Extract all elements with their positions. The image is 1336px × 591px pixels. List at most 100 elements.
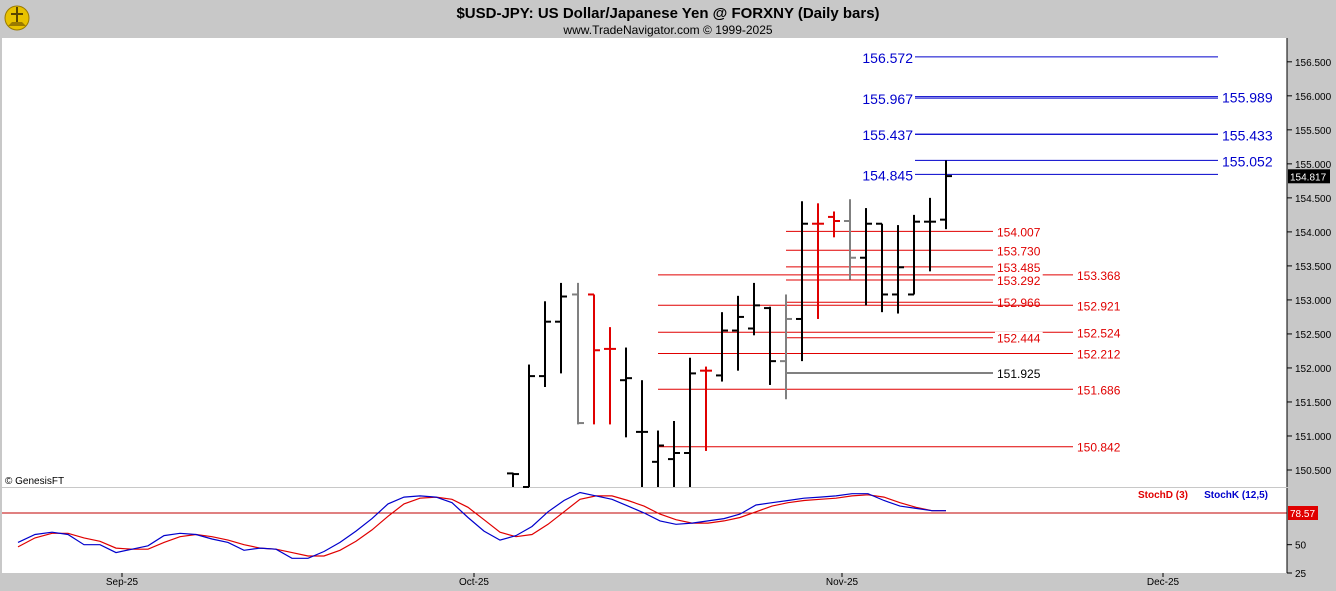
ohlc-bar [892, 225, 904, 314]
ohlc-bar [764, 306, 776, 385]
stoch-tick-label: 50 [1295, 541, 1307, 552]
copyright-label: © GenesisFT [5, 476, 64, 487]
price-tick-label: 153.500 [1295, 262, 1332, 273]
ohlc-bar [555, 282, 567, 374]
level-label-bg [1075, 299, 1123, 314]
level-label-bg [1075, 440, 1123, 455]
stoch-last-label: 78.57 [1290, 509, 1315, 520]
ohlc-bar [732, 295, 744, 371]
level-label-bg [1075, 383, 1123, 398]
level-label: 154.007 [997, 225, 1041, 239]
level-label-bg [1075, 347, 1123, 362]
ohlc-bar [523, 364, 535, 488]
ohlc-bar [684, 357, 696, 487]
price-tick-label: 154.000 [1295, 228, 1332, 239]
ohlc-bar [700, 366, 712, 451]
level-label: 154.845 [862, 167, 913, 183]
price-tick-label: 155.500 [1295, 126, 1332, 137]
level-label: 155.437 [862, 127, 913, 143]
level-label-bg [995, 260, 1043, 275]
level-label-bg [995, 225, 1043, 240]
price-tick-label: 155.000 [1295, 160, 1332, 171]
ohlc-bar [539, 301, 551, 387]
price-bars [507, 160, 952, 488]
level-label: 155.967 [862, 91, 913, 107]
ohlc-bar [604, 327, 616, 425]
time-tick-label: Oct-25 [459, 577, 489, 588]
price-tick-label: 151.000 [1295, 432, 1332, 443]
last-price-badge [1288, 169, 1330, 184]
time-tick-label: Sep-25 [106, 577, 139, 588]
ohlc-bar [716, 312, 728, 382]
stoch-series-d [17, 494, 946, 557]
price-tick-label: 153.000 [1295, 296, 1332, 307]
level-label: 152.444 [997, 332, 1041, 346]
ohlc-bar [636, 380, 648, 487]
ohlc-bar [860, 208, 872, 306]
legend-stochd: StochD (3) [1138, 490, 1188, 501]
stoch-series-k [17, 491, 946, 559]
ohlc-bar [876, 222, 888, 313]
last-price-label: 154.817 [1290, 172, 1327, 183]
ohlc-bar [748, 282, 760, 336]
ohlc-bar [908, 214, 920, 296]
ohlc-bar [812, 203, 824, 319]
time-tick-label: Dec-25 [1147, 577, 1180, 588]
time-axis: Sep-25 Oct-25 Nov-25 Dec-25 [106, 573, 1180, 588]
level-label-bg [995, 244, 1043, 259]
price-panel [2, 38, 1287, 487]
price-axis: 156.500 156.000 155.500 155.000 154.500 154.0… [1286, 38, 1332, 487]
level-label: 153.730 [997, 244, 1041, 258]
level-label: 152.966 [997, 296, 1041, 310]
ohlc-bar [507, 472, 519, 487]
level-label: 153.485 [997, 261, 1041, 275]
level-label: 153.368 [1077, 269, 1121, 283]
price-tick-label: 152.000 [1295, 364, 1332, 375]
level-label: 151.925 [997, 367, 1041, 381]
level-label-bg [995, 367, 1043, 382]
price-tick-label: 150.500 [1295, 466, 1332, 477]
time-tick-label: Nov-25 [826, 577, 859, 588]
chart-title: $USD-JPY: US Dollar/Japanese Yen @ FORXN… [456, 5, 879, 22]
level-label: 153.292 [997, 274, 1041, 288]
price-tick-label: 156.000 [1295, 92, 1332, 103]
price-tick-label: 154.500 [1295, 194, 1332, 205]
price-tick-label: 151.500 [1295, 398, 1332, 409]
ohlc-bar [572, 282, 584, 425]
stoch-tick-label: 25 [1295, 569, 1307, 580]
chart-subtitle: www.TradeNavigator.com © 1999-2025 [562, 23, 772, 37]
ohlc-bar [796, 201, 808, 362]
logo-icon [4, 5, 30, 31]
level-label: 151.686 [1077, 383, 1121, 397]
price-tick-label: 156.500 [1295, 58, 1332, 69]
level-label: 155.052 [1222, 153, 1273, 169]
level-label-bg [995, 331, 1043, 346]
header: $USD-JPY: US Dollar/Japanese Yen @ FORXN… [4, 5, 880, 37]
stochastic-lines [17, 491, 946, 559]
level-label: 152.212 [1077, 348, 1121, 362]
level-label-bg [1075, 326, 1123, 341]
level-label: 156.572 [862, 50, 913, 66]
ohlc-bar [620, 347, 632, 438]
stoch-last-badge [1288, 506, 1318, 520]
ohlc-bar [828, 211, 840, 238]
level-label: 152.921 [1077, 299, 1121, 313]
level-label: 150.842 [1077, 441, 1121, 455]
stochastic-panel [2, 488, 1287, 573]
ohlc-bar [780, 294, 792, 400]
ohlc-bar [924, 197, 936, 272]
stochastic-axis: 50 25 78.57 [1286, 488, 1318, 580]
level-label-bg [995, 274, 1043, 289]
price-tick-label: 152.500 [1295, 330, 1332, 341]
level-label: 152.524 [1077, 326, 1121, 340]
level-label: 155.433 [1222, 127, 1273, 143]
level-label: 155.989 [1222, 90, 1273, 106]
price-levels: 156.572 155.989 155.967 155.437 155.433 155.0… [658, 50, 1273, 455]
legend-stochk: StochK (12,5) [1204, 490, 1268, 501]
ohlc-bar [844, 199, 856, 280]
ohlc-bar [940, 160, 952, 230]
level-label-bg [1075, 268, 1123, 283]
ohlc-bar [588, 293, 600, 425]
level-label-bg [995, 296, 1043, 311]
